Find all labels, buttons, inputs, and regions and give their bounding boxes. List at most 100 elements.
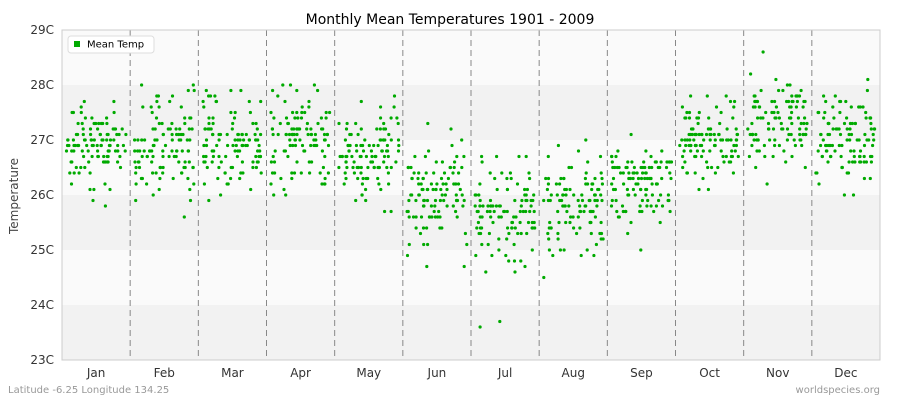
data-point xyxy=(693,143,698,148)
data-point xyxy=(211,154,215,159)
data-point xyxy=(660,149,664,153)
data-point xyxy=(551,253,555,258)
data-point xyxy=(839,99,843,104)
data-point xyxy=(755,149,759,153)
data-point xyxy=(204,154,208,159)
data-point xyxy=(820,154,825,159)
data-point xyxy=(411,215,416,219)
data-point xyxy=(257,143,261,148)
data-point xyxy=(225,182,229,186)
data-point xyxy=(646,198,650,203)
data-point xyxy=(514,215,518,219)
data-point xyxy=(445,187,449,192)
data-point xyxy=(451,204,455,208)
data-point xyxy=(559,176,563,181)
footer-source[interactable]: worldspecies.org xyxy=(796,385,880,396)
data-point xyxy=(626,231,630,236)
data-point xyxy=(629,220,633,225)
data-point xyxy=(445,204,449,208)
data-point xyxy=(781,88,785,93)
data-point xyxy=(838,132,843,137)
data-point xyxy=(216,176,220,181)
data-point xyxy=(781,127,785,131)
data-point xyxy=(655,182,659,186)
data-point xyxy=(691,127,695,131)
data-point xyxy=(555,193,559,197)
data-point xyxy=(182,215,186,219)
data-point xyxy=(385,149,389,153)
data-point xyxy=(92,138,96,142)
data-point xyxy=(105,121,109,126)
data-point xyxy=(689,149,693,153)
data-point xyxy=(295,127,299,131)
data-point xyxy=(379,105,383,109)
data-point xyxy=(799,121,803,126)
data-point xyxy=(425,264,429,269)
data-point xyxy=(548,220,552,225)
data-point xyxy=(154,171,158,175)
data-point xyxy=(569,165,574,170)
data-point xyxy=(291,110,295,115)
data-point xyxy=(364,187,368,192)
data-point xyxy=(240,132,244,137)
data-point xyxy=(178,127,182,131)
data-point xyxy=(572,226,576,230)
data-point xyxy=(777,116,782,120)
data-point xyxy=(183,165,187,170)
data-point xyxy=(759,116,763,120)
data-point xyxy=(133,138,137,142)
data-point xyxy=(761,116,765,120)
data-point xyxy=(831,105,835,109)
data-point xyxy=(157,121,161,126)
data-point xyxy=(87,160,91,164)
data-point xyxy=(107,149,111,153)
data-point xyxy=(453,160,457,164)
data-point xyxy=(524,193,528,197)
data-point xyxy=(802,99,806,104)
legend[interactable]: Mean Temp xyxy=(67,35,155,54)
data-point xyxy=(345,154,349,159)
data-point xyxy=(183,116,187,120)
data-point xyxy=(789,116,793,120)
data-point xyxy=(293,138,297,142)
data-point xyxy=(527,171,531,175)
data-point xyxy=(564,220,568,225)
data-point xyxy=(613,187,618,192)
data-point xyxy=(309,132,313,137)
data-point xyxy=(295,160,299,164)
data-point xyxy=(457,171,461,175)
data-point xyxy=(231,121,235,126)
data-point xyxy=(530,226,534,230)
data-point xyxy=(320,127,324,131)
data-point xyxy=(255,160,259,164)
data-point xyxy=(556,143,561,148)
data-point xyxy=(211,121,215,126)
data-point xyxy=(278,121,282,126)
data-point xyxy=(729,138,733,142)
data-point xyxy=(688,138,692,142)
data-point xyxy=(562,176,566,181)
data-point xyxy=(163,143,168,148)
data-point xyxy=(853,160,857,164)
y-tick-label: 25C xyxy=(30,243,54,257)
data-point xyxy=(777,143,782,148)
data-point xyxy=(396,149,401,153)
data-point xyxy=(636,182,640,186)
data-point xyxy=(572,193,576,197)
data-point xyxy=(518,209,522,214)
data-point xyxy=(255,127,259,131)
data-point xyxy=(210,160,214,164)
data-point xyxy=(77,171,81,175)
data-point xyxy=(650,165,654,170)
data-point xyxy=(234,143,238,148)
data-point xyxy=(579,209,583,214)
data-point xyxy=(103,182,107,186)
data-point xyxy=(580,198,585,203)
data-point xyxy=(819,132,823,137)
data-point xyxy=(295,132,299,137)
data-point xyxy=(70,149,74,153)
data-point xyxy=(279,176,283,181)
data-point xyxy=(150,160,154,164)
x-tick-label: Jun xyxy=(427,366,447,380)
data-point xyxy=(869,127,873,131)
